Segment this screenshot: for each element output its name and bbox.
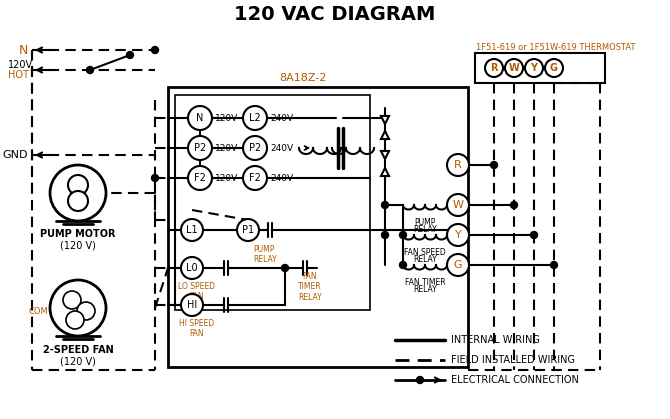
Circle shape: [417, 377, 423, 383]
Circle shape: [151, 47, 159, 54]
Text: R: R: [454, 160, 462, 170]
Circle shape: [525, 59, 543, 77]
Circle shape: [181, 294, 203, 316]
Circle shape: [545, 59, 563, 77]
Circle shape: [237, 219, 259, 241]
Circle shape: [181, 219, 203, 241]
Bar: [168, 87, 468, 367]
Circle shape: [243, 166, 267, 190]
Text: P2: P2: [194, 143, 206, 153]
Circle shape: [381, 202, 389, 209]
Text: GND: GND: [3, 150, 28, 160]
Circle shape: [531, 232, 537, 238]
Circle shape: [188, 166, 212, 190]
Circle shape: [86, 67, 94, 73]
Text: PUMP: PUMP: [414, 218, 436, 227]
Circle shape: [188, 136, 212, 160]
Text: HI: HI: [187, 300, 197, 310]
Text: HOT: HOT: [8, 70, 29, 80]
Polygon shape: [381, 131, 389, 139]
Text: RELAY: RELAY: [413, 225, 437, 234]
Text: F2: F2: [249, 173, 261, 183]
Text: P1: P1: [242, 225, 254, 235]
Text: 240V: 240V: [270, 114, 293, 122]
Text: Y: Y: [455, 230, 462, 240]
Circle shape: [68, 175, 88, 195]
Text: COM: COM: [67, 318, 83, 323]
Text: (120 V): (120 V): [60, 356, 96, 366]
Circle shape: [447, 194, 469, 216]
Text: G: G: [550, 63, 558, 73]
Text: ELECTRICAL CONNECTION: ELECTRICAL CONNECTION: [451, 375, 579, 385]
Text: 1F51-619 or 1F51W-619 THERMOSTAT: 1F51-619 or 1F51W-619 THERMOSTAT: [476, 42, 636, 52]
Polygon shape: [381, 151, 389, 159]
Circle shape: [50, 165, 106, 221]
Circle shape: [181, 257, 203, 279]
Text: 120 VAC DIAGRAM: 120 VAC DIAGRAM: [234, 5, 436, 23]
Circle shape: [68, 191, 88, 211]
Text: P2: P2: [249, 143, 261, 153]
Text: R: R: [490, 63, 498, 73]
Text: COM: COM: [28, 307, 48, 316]
Circle shape: [490, 161, 498, 168]
Text: FAN
TIMER
RELAY: FAN TIMER RELAY: [298, 272, 322, 302]
Text: 2-SPEED FAN: 2-SPEED FAN: [43, 345, 113, 355]
Circle shape: [151, 174, 159, 181]
Text: 8A18Z-2: 8A18Z-2: [279, 73, 327, 83]
Text: L0: L0: [186, 263, 198, 273]
Text: W: W: [509, 63, 519, 73]
Circle shape: [447, 154, 469, 176]
Circle shape: [243, 136, 267, 160]
Text: N: N: [19, 44, 28, 57]
Polygon shape: [381, 116, 389, 124]
Circle shape: [399, 261, 407, 269]
Text: PUMP MOTOR: PUMP MOTOR: [40, 229, 116, 239]
Circle shape: [281, 264, 289, 272]
Bar: [475, 53, 605, 83]
Circle shape: [66, 311, 84, 329]
Text: FAN TIMER: FAN TIMER: [405, 278, 446, 287]
Text: Y: Y: [531, 63, 537, 73]
Circle shape: [77, 302, 95, 320]
Circle shape: [63, 291, 81, 309]
Text: (120 V): (120 V): [60, 240, 96, 250]
Text: 240V: 240V: [270, 173, 293, 183]
Polygon shape: [381, 168, 389, 176]
Text: 240V: 240V: [270, 143, 293, 153]
Text: LO SPEED
FAN: LO SPEED FAN: [178, 282, 216, 301]
Circle shape: [127, 52, 133, 59]
Text: L1: L1: [186, 225, 198, 235]
Circle shape: [399, 232, 407, 238]
Text: W: W: [452, 200, 464, 210]
Text: RELAY: RELAY: [413, 285, 437, 294]
Text: LO: LO: [66, 295, 78, 305]
Text: F2: F2: [194, 173, 206, 183]
Circle shape: [381, 232, 389, 238]
Circle shape: [485, 59, 503, 77]
Text: HI: HI: [81, 307, 90, 316]
Text: G: G: [454, 260, 462, 270]
Text: 120V: 120V: [215, 173, 239, 183]
Circle shape: [447, 254, 469, 276]
Text: L2: L2: [249, 113, 261, 123]
Text: 120V: 120V: [8, 60, 33, 70]
Text: FIELD INSTALLED WIRING: FIELD INSTALLED WIRING: [451, 355, 575, 365]
Circle shape: [243, 106, 267, 130]
Circle shape: [50, 280, 106, 336]
Text: 120V: 120V: [215, 143, 239, 153]
Bar: [175, 95, 370, 310]
Text: FAN SPEED: FAN SPEED: [404, 248, 446, 257]
Circle shape: [551, 261, 557, 269]
Circle shape: [447, 224, 469, 246]
Text: 120V: 120V: [215, 114, 239, 122]
Circle shape: [511, 202, 517, 209]
Text: N: N: [196, 113, 204, 123]
Text: HI SPEED
FAN: HI SPEED FAN: [180, 319, 214, 339]
Text: PUMP
RELAY: PUMP RELAY: [253, 245, 277, 264]
Circle shape: [505, 59, 523, 77]
Text: RELAY: RELAY: [413, 255, 437, 264]
Circle shape: [188, 106, 212, 130]
Text: INTERNAL WIRING: INTERNAL WIRING: [451, 335, 540, 345]
